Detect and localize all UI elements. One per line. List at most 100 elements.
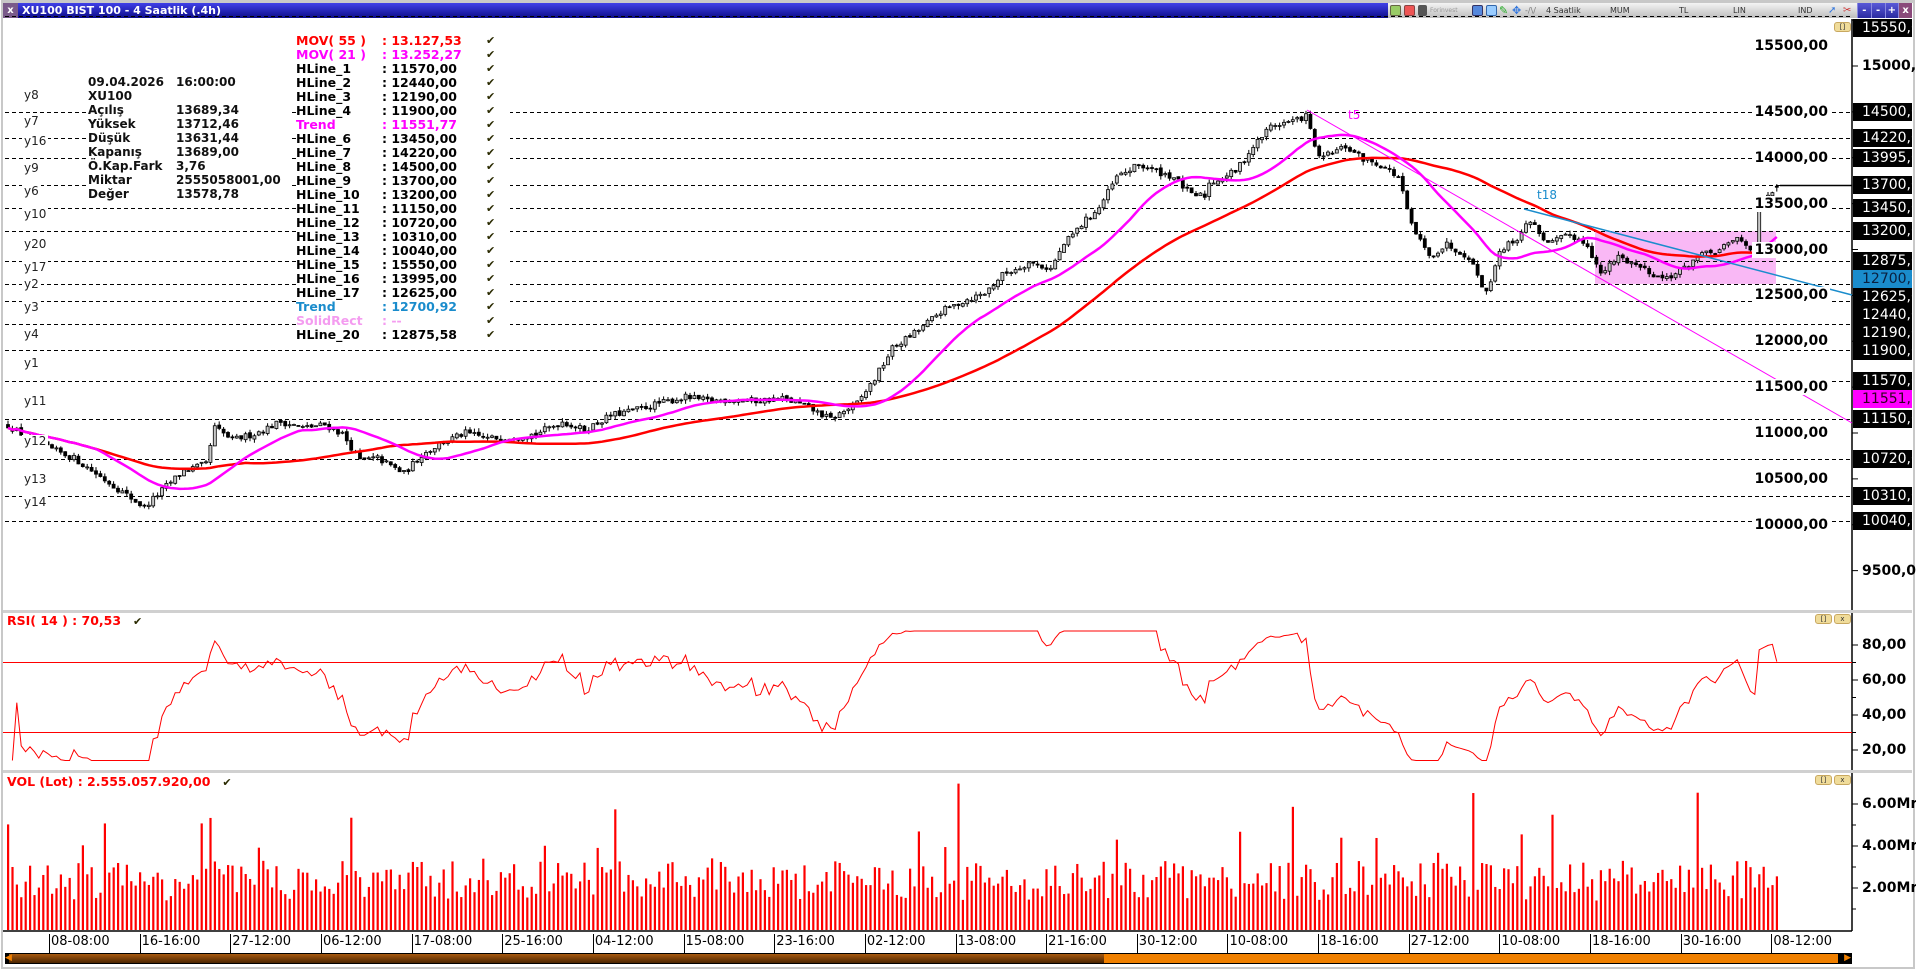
time-scrollbar[interactable]: ◀ ▶ — [5, 953, 1852, 964]
visibility-check-icon[interactable]: ✔ — [486, 328, 496, 341]
volume-bar — [477, 879, 480, 930]
legend-item[interactable]: HLine_14: 10040,00 ✔ — [296, 244, 510, 258]
legend-item[interactable]: SolidRect: -- ✔ — [296, 314, 510, 328]
toolbar-type[interactable]: MUM — [1610, 6, 1630, 15]
volume-check-icon[interactable]: ✔ — [222, 776, 232, 789]
legend-item[interactable]: HLine_20: 12875,58 ✔ — [296, 328, 510, 342]
line-tag-label: y9 — [22, 161, 41, 175]
volume-bar — [196, 879, 199, 930]
volume-maximize-button[interactable]: [] — [1815, 775, 1832, 785]
legend-item[interactable]: MOV( 21 ): 13.252,27 ✔ — [296, 48, 510, 62]
visibility-check-icon[interactable]: ✔ — [486, 104, 496, 117]
rsi-close-button[interactable]: x — [1834, 614, 1851, 624]
visibility-check-icon[interactable]: ✔ — [486, 34, 496, 47]
legend-label: HLine_2 — [296, 75, 352, 90]
visibility-check-icon[interactable]: ✔ — [486, 300, 496, 313]
visibility-check-icon[interactable]: ✔ — [486, 174, 496, 187]
candle-down — [1378, 165, 1383, 169]
visibility-check-icon[interactable]: ✔ — [486, 286, 496, 299]
visibility-check-icon[interactable]: ✔ — [486, 146, 496, 159]
scrollbar-track[interactable] — [9, 954, 1838, 963]
toolbar-scale[interactable]: LIN — [1733, 6, 1746, 15]
visibility-check-icon[interactable]: ✔ — [486, 188, 496, 201]
brand-label: Forinvest — [1430, 7, 1458, 14]
rsi-maximize-button[interactable]: [] — [1815, 614, 1832, 624]
volume-bar — [367, 886, 370, 930]
visibility-check-icon[interactable]: ✔ — [486, 48, 496, 61]
title-bar[interactable]: x XU100 BIST 100 - 4 Saatlik (.4h) — [3, 3, 1388, 18]
toolbar-currency[interactable]: TL — [1679, 6, 1689, 15]
visibility-check-icon[interactable]: ✔ — [486, 230, 496, 243]
volume-bar — [640, 896, 643, 930]
visibility-check-icon[interactable]: ✔ — [486, 202, 496, 215]
legend-item[interactable]: HLine_13: 10310,00 ✔ — [296, 230, 510, 244]
candle-down — [1317, 145, 1322, 157]
legend-item[interactable]: HLine_15: 15550,00 ✔ — [296, 258, 510, 272]
rsi-check-icon[interactable]: ✔ — [133, 615, 143, 628]
close-icon[interactable]: x — [3, 3, 18, 18]
volume-bar — [433, 896, 436, 930]
visibility-check-icon[interactable]: ✔ — [486, 62, 496, 75]
legend-item[interactable]: HLine_11: 11150,00 ✔ — [296, 202, 510, 216]
minimize-button[interactable]: - — [1857, 3, 1871, 18]
arrow-icon[interactable]: ➚ — [1828, 5, 1837, 16]
symbol-icon[interactable] — [1390, 5, 1401, 16]
legend-item[interactable]: HLine_2: 12440,00 ✔ — [296, 76, 510, 90]
visibility-check-icon[interactable]: ✔ — [486, 314, 496, 327]
wave-icon[interactable]: -/\/ — [1525, 6, 1536, 15]
time-axis-label: 10-08:00 — [1227, 934, 1288, 954]
legend-item[interactable]: HLine_17: 12625,00 ✔ — [296, 286, 510, 300]
visibility-check-icon[interactable]: ✔ — [486, 160, 496, 173]
scroll-right-icon[interactable]: ▶ — [1844, 953, 1851, 963]
volume-close-button[interactable]: x — [1834, 775, 1851, 785]
visibility-check-icon[interactable]: ✔ — [486, 272, 496, 285]
legend-item[interactable]: HLine_12: 10720,00 ✔ — [296, 216, 510, 230]
volume-bar — [165, 900, 168, 930]
tools-icon[interactable]: ✂ — [1843, 5, 1852, 16]
indicator-icon[interactable] — [1486, 5, 1497, 16]
legend-item[interactable]: HLine_8: 14500,00 ✔ — [296, 160, 510, 174]
restore-button[interactable]: - — [1870, 3, 1885, 18]
scrollbar-thumb[interactable] — [1104, 954, 1838, 963]
legend-item[interactable]: HLine_7: 14220,00 ✔ — [296, 146, 510, 160]
visibility-check-icon[interactable]: ✔ — [486, 132, 496, 145]
candle-down — [1383, 166, 1388, 169]
pencil-icon[interactable]: ✎ — [1499, 4, 1509, 17]
maximize-button[interactable]: + — [1884, 3, 1899, 18]
legend-item[interactable]: HLine_1: 11570,00 ✔ — [296, 62, 510, 76]
legend-label: HLine_1 — [296, 61, 352, 76]
legend-item[interactable]: HLine_3: 12190,00 ✔ — [296, 90, 510, 104]
table-icon[interactable] — [1472, 5, 1483, 16]
visibility-check-icon[interactable]: ✔ — [486, 258, 496, 271]
window-close-button[interactable]: x — [1898, 3, 1912, 18]
legend-item[interactable]: HLine_9: 13700,00 ✔ — [296, 174, 510, 188]
legend-item[interactable]: HLine_6: 13450,00 ✔ — [296, 132, 510, 146]
toolbar-period[interactable]: 4 Saatlik — [1546, 6, 1581, 15]
volume-bar — [15, 884, 18, 930]
candle-up — [1730, 240, 1735, 243]
legend-item[interactable]: Trend: 12700,92 ✔ — [296, 300, 510, 314]
visibility-check-icon[interactable]: ✔ — [486, 90, 496, 103]
visibility-check-icon[interactable]: ✔ — [486, 244, 496, 257]
legend-item[interactable]: HLine_4: 11900,00 ✔ — [296, 104, 510, 118]
alarm-icon[interactable] — [1404, 5, 1415, 16]
candle-down — [1642, 265, 1647, 269]
toolbar-ind[interactable]: IND — [1798, 6, 1813, 15]
main-pane-maximize-button[interactable]: [] — [1834, 22, 1851, 32]
volume-bar — [1582, 862, 1585, 930]
move-icon[interactable]: ✥ — [1512, 4, 1522, 17]
volume-bar — [1137, 897, 1140, 930]
candle-down — [582, 425, 587, 433]
candle-down — [1541, 232, 1546, 241]
scroll-left-icon[interactable]: ◀ — [5, 953, 12, 963]
legend-item[interactable]: MOV( 55 ): 13.127,53 ✔ — [296, 34, 510, 48]
visibility-check-icon[interactable]: ✔ — [486, 76, 496, 89]
visibility-check-icon[interactable]: ✔ — [486, 118, 496, 131]
legend-item[interactable]: HLine_10: 13200,00 ✔ — [296, 188, 510, 202]
legend-item[interactable]: HLine_16: 13995,00 ✔ — [296, 272, 510, 286]
legend-item[interactable]: Trend: 11551,77 ✔ — [296, 118, 510, 132]
volume-bar — [900, 896, 903, 930]
visibility-check-icon[interactable]: ✔ — [486, 216, 496, 229]
volume-bar — [1613, 878, 1616, 930]
